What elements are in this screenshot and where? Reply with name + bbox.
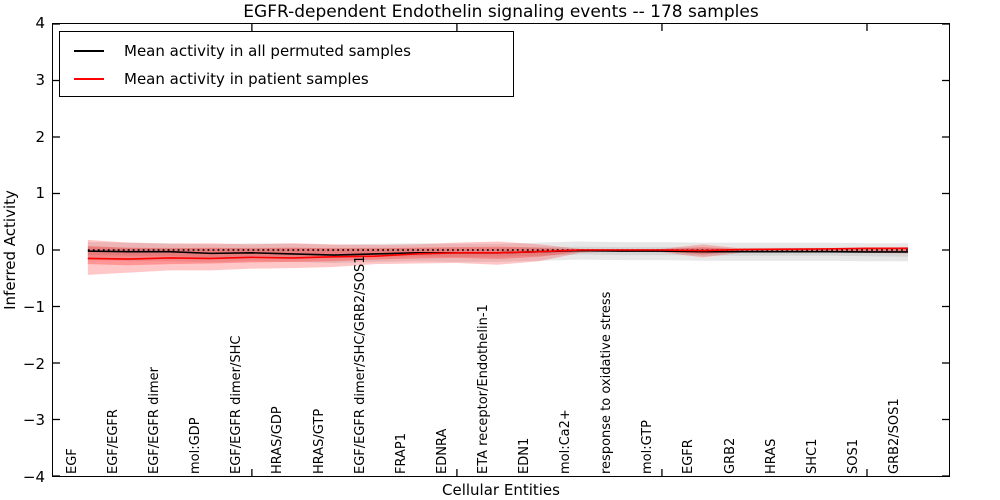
y-tick-label: −4 bbox=[22, 468, 45, 486]
y-tick-label: 0 bbox=[35, 241, 45, 259]
x-category-label: EGF bbox=[64, 448, 80, 474]
x-category-label: GRB2 bbox=[722, 437, 738, 474]
x-category-label: ETA receptor/Endothelin-1 bbox=[475, 304, 491, 474]
x-category-label: mol:GTP bbox=[640, 420, 656, 474]
y-tick-label: −1 bbox=[22, 297, 45, 316]
plot-area bbox=[52, 23, 950, 477]
legend-label-permuted: Mean activity in all permuted samples bbox=[124, 42, 411, 60]
x-category-label: EGF/EGFR dimer bbox=[147, 367, 163, 474]
legend-item-patient-samples: Mean activity in patient samples bbox=[60, 65, 513, 93]
y-tick-label: 4 bbox=[35, 14, 45, 32]
chart-canvas bbox=[53, 24, 949, 476]
x-category-label: SOS1 bbox=[845, 438, 861, 474]
y-tick-label: 3 bbox=[35, 70, 45, 89]
x-category-label: GRB2/SOS1 bbox=[886, 398, 902, 474]
legend: Mean activity in all permuted samples Me… bbox=[59, 31, 514, 97]
y-tick-label: −3 bbox=[22, 411, 45, 430]
y-tick-label: 2 bbox=[35, 127, 45, 146]
x-category-label: EGF/EGFR dimer/SHC bbox=[229, 335, 245, 474]
y-axis-title: Inferred Activity bbox=[1, 190, 19, 310]
x-category-label: HRAS bbox=[763, 438, 779, 474]
band-patient-std-outer bbox=[87, 239, 908, 275]
x-category-label: EGF/EGFR dimer/SHC/GRB2/SOS1 bbox=[352, 255, 368, 475]
x-category-label: mol:GDP bbox=[188, 417, 204, 474]
legend-line-swatch-permuted bbox=[74, 50, 104, 52]
x-category-label: EDN1 bbox=[517, 437, 533, 474]
y-tick-label: −2 bbox=[22, 354, 45, 373]
x-category-label: FRAP1 bbox=[393, 433, 409, 474]
legend-item-permuted-samples: Mean activity in all permuted samples bbox=[60, 37, 513, 65]
x-category-label: HRAS/GDP bbox=[270, 406, 286, 474]
x-category-label: SHC1 bbox=[804, 438, 820, 474]
chart-title: EGFR-dependent Endothelin signaling even… bbox=[243, 2, 759, 22]
x-category-label: HRAS/GTP bbox=[311, 408, 327, 474]
x-axis-title: Cellular Entities bbox=[442, 481, 560, 499]
x-category-label: EGF/EGFR bbox=[106, 409, 122, 474]
series-patient-mean-line bbox=[87, 247, 908, 260]
x-category-label: EDNRA bbox=[434, 428, 450, 474]
legend-label-patient: Mean activity in patient samples bbox=[124, 70, 369, 88]
x-category-label: response to oxidative stress bbox=[599, 291, 615, 474]
y-tick-label: 1 bbox=[35, 184, 45, 203]
legend-line-swatch-patient bbox=[74, 78, 104, 80]
x-category-label: mol:Ca2+ bbox=[558, 409, 574, 474]
x-category-label: EGFR bbox=[681, 439, 697, 474]
